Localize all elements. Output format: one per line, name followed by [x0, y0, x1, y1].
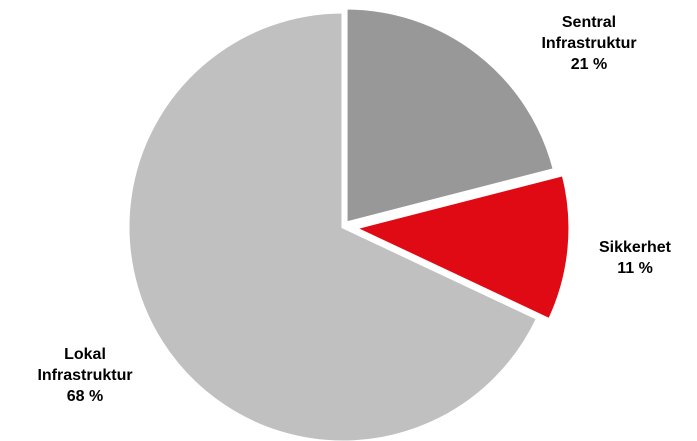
slice-label-line1: Sikkerhet: [598, 239, 672, 256]
slice-label-line1: Sentral: [561, 14, 617, 31]
slice-value-label: 68 %: [66, 388, 104, 405]
pie-slice-lokal-infrastruktur: [126, 10, 540, 441]
slice-label-sikkerhet: Sikkerhet 11 %: [590, 237, 680, 279]
slice-value-label: 21 %: [570, 56, 608, 73]
slice-value-label: 11 %: [617, 260, 653, 277]
slice-label-line2: Infrastruktur: [541, 35, 637, 52]
slice-label-line2: Infrastruktur: [37, 367, 133, 384]
slice-label-lokal-infrastruktur: Lokal Infrastruktur 68 %: [20, 344, 150, 407]
pie-slice-sikkerhet: [350, 172, 572, 322]
slice-label-sentral-infrastruktur: Sentral Infrastruktur 21 %: [534, 12, 644, 75]
slice-label-line1: Lokal: [64, 346, 106, 363]
pie-slice-sentral-infrastruktur: [344, 6, 557, 225]
